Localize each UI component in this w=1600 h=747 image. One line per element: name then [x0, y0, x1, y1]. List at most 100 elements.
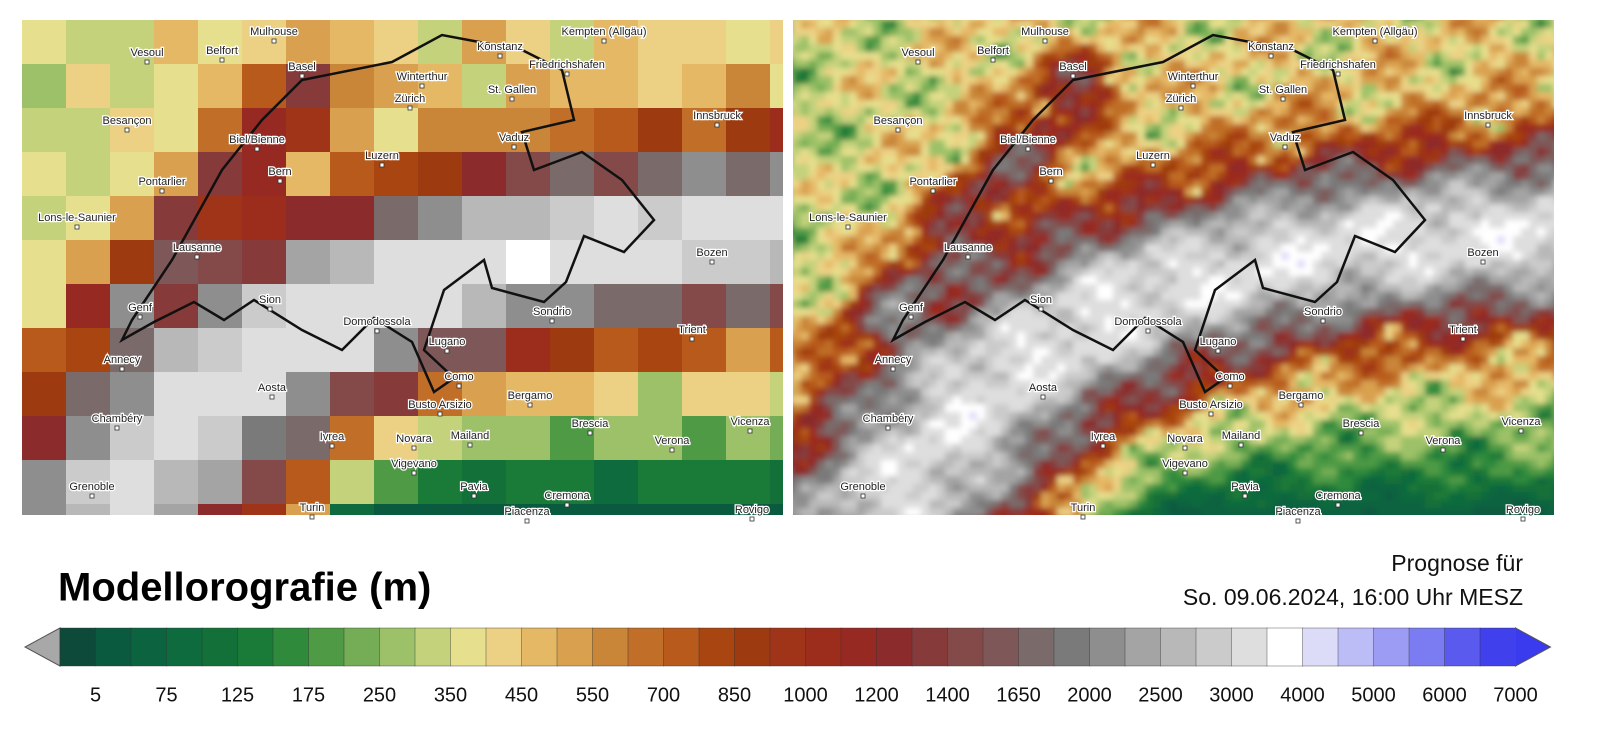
terrain-cell: [1249, 300, 1258, 309]
terrain-cell: [1353, 260, 1362, 269]
terrain-cell: [1161, 36, 1170, 45]
terrain-cell: [1345, 156, 1354, 165]
terrain-cell: [873, 68, 882, 77]
terrain-cell: [913, 164, 922, 173]
grid-cell: [682, 240, 726, 284]
grid-cell: [770, 328, 783, 372]
terrain-cell: [1473, 380, 1482, 389]
terrain-cell: [1281, 260, 1290, 269]
city-marker: [407, 105, 413, 111]
terrain-cell: [1361, 196, 1370, 205]
terrain-cell: [825, 244, 834, 253]
terrain-cell: [1521, 140, 1530, 149]
terrain-cell: [897, 100, 906, 109]
terrain-cell: [1097, 332, 1106, 341]
terrain-cell: [1161, 20, 1170, 29]
terrain-cell: [1409, 380, 1418, 389]
terrain-cell: [1025, 84, 1034, 93]
terrain-cell: [1177, 340, 1186, 349]
terrain-cell: [1449, 364, 1458, 373]
terrain-cell: [1305, 148, 1314, 157]
terrain-cell: [1505, 84, 1514, 93]
terrain-cell: [1273, 308, 1282, 317]
terrain-cell: [1265, 132, 1274, 141]
terrain-cell: [1529, 100, 1538, 109]
terrain-cell: [929, 372, 938, 381]
terrain-cell: [945, 332, 954, 341]
terrain-cell: [1153, 148, 1162, 157]
terrain-cell: [953, 124, 962, 133]
terrain-cell: [1337, 236, 1346, 245]
terrain-cell: [793, 364, 802, 373]
city-marker: [749, 516, 755, 522]
terrain-cell: [1217, 204, 1226, 213]
terrain-cell: [849, 324, 858, 333]
terrain-cell: [1097, 252, 1106, 261]
terrain-cell: [1489, 204, 1498, 213]
terrain-cell: [849, 236, 858, 245]
terrain-cell: [841, 244, 850, 253]
terrain-cell: [953, 84, 962, 93]
terrain-cell: [1177, 276, 1186, 285]
terrain-cell: [1337, 20, 1346, 21]
terrain-cell: [857, 356, 866, 365]
terrain-cell: [1001, 236, 1010, 245]
terrain-cell: [921, 372, 930, 381]
terrain-cell: [1465, 380, 1474, 389]
terrain-cell: [1401, 140, 1410, 149]
terrain-cell: [1513, 108, 1522, 117]
terrain-cell: [1089, 172, 1098, 181]
terrain-cell: [1177, 388, 1186, 397]
terrain-cell: [1281, 100, 1290, 109]
terrain-cell: [1313, 28, 1322, 37]
terrain-cell: [1121, 164, 1130, 173]
terrain-cell: [961, 164, 970, 173]
grid-cell: [330, 152, 374, 196]
grid-cell: [550, 152, 594, 196]
terrain-cell: [849, 204, 858, 213]
terrain-cell: [1105, 292, 1114, 301]
terrain-cell: [1513, 44, 1522, 53]
terrain-cell: [833, 300, 842, 309]
terrain-cell: [1377, 180, 1386, 189]
terrain-cell: [937, 348, 946, 357]
terrain-cell: [1081, 44, 1090, 53]
terrain-cell: [1001, 204, 1010, 213]
terrain-cell: [1393, 188, 1402, 197]
terrain-cell: [1513, 68, 1522, 77]
grid-cell: [374, 416, 418, 460]
city-marker: [411, 470, 417, 476]
terrain-cell: [1497, 52, 1506, 61]
terrain-cell: [1393, 132, 1402, 141]
terrain-cell: [1009, 348, 1018, 357]
grid-cell: [726, 20, 770, 64]
terrain-cell: [1177, 84, 1186, 93]
terrain-cell: [897, 340, 906, 349]
terrain-cell: [1033, 132, 1042, 141]
terrain-cell: [1353, 252, 1362, 261]
terrain-cell: [1137, 116, 1146, 125]
terrain-cell: [1313, 236, 1322, 245]
terrain-cell: [1537, 284, 1546, 293]
terrain-cell: [881, 228, 890, 237]
terrain-cell: [1249, 348, 1258, 357]
terrain-cell: [1465, 108, 1474, 117]
terrain-cell: [1377, 20, 1386, 21]
city-marker: [444, 348, 450, 354]
terrain-cell: [793, 20, 794, 21]
terrain-cell: [1049, 204, 1058, 213]
terrain-cell: [1089, 148, 1098, 157]
terrain-cell: [1241, 268, 1250, 277]
terrain-cell: [1369, 220, 1378, 229]
terrain-cell: [1113, 60, 1122, 69]
terrain-cell: [1481, 332, 1490, 341]
terrain-cell: [1561, 28, 1570, 37]
terrain-cell: [993, 260, 1002, 269]
terrain-cell: [841, 100, 850, 109]
terrain-cell: [1217, 252, 1226, 261]
terrain-cell: [1105, 36, 1114, 45]
terrain-cell: [1553, 372, 1554, 381]
terrain-cell: [1153, 340, 1162, 349]
grid-cell: [726, 108, 770, 152]
terrain-cell: [1305, 300, 1314, 309]
